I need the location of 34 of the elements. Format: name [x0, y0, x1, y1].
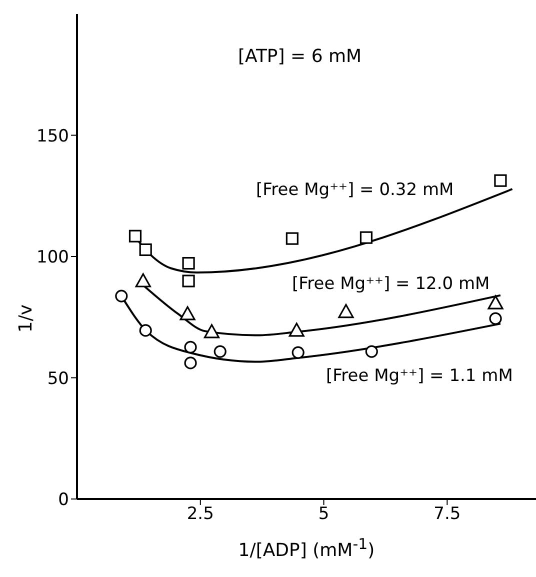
point	[182, 274, 195, 288]
x-tick-label: 2.5	[186, 504, 214, 524]
x-tick-label: 7.5	[434, 504, 461, 524]
series-label: [Free Mg⁺⁺] = 1.1 mM	[326, 366, 513, 386]
point	[286, 232, 298, 245]
point	[182, 256, 195, 270]
point	[288, 322, 304, 337]
point	[489, 312, 502, 325]
point	[115, 290, 128, 302]
point	[128, 230, 142, 242]
point	[135, 273, 151, 288]
point	[360, 231, 373, 244]
y-tick-label: 150	[36, 126, 69, 146]
x-tick-label: 5	[318, 504, 330, 524]
point	[292, 346, 304, 359]
point	[139, 324, 152, 337]
point	[494, 174, 507, 187]
point	[180, 306, 196, 320]
point	[365, 345, 378, 358]
y-tick-label: 0	[58, 490, 69, 510]
point	[488, 295, 504, 310]
x-axis-title: 1/[ADP] (mM$^{-1}$)	[237, 535, 376, 561]
point	[214, 345, 226, 358]
point	[338, 304, 354, 318]
y-tick-label: 50	[47, 368, 69, 389]
point	[204, 324, 220, 338]
y-tick-label: 100	[36, 248, 69, 268]
y-axis-title: 1/v	[16, 303, 36, 335]
point	[139, 243, 152, 256]
series-label: [Free Mg⁺⁺] = 12.0 mM	[292, 274, 490, 294]
point	[184, 340, 197, 354]
annotation: [ATP] = 6 mM	[238, 46, 362, 67]
text: [Free Mg⁺⁺] = 0.32 mM	[256, 180, 454, 200]
point	[184, 356, 197, 370]
